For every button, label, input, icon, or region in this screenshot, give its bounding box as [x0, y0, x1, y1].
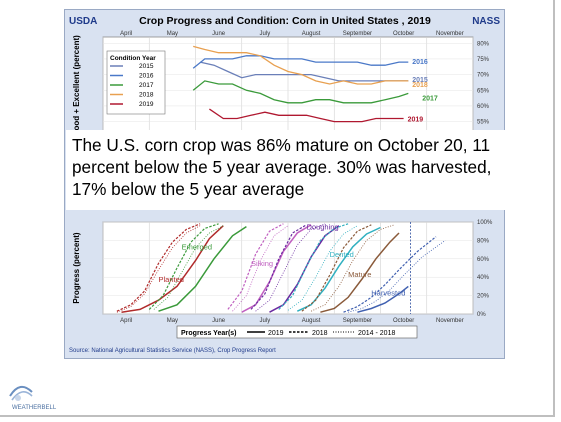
end-label-2017: 2017	[422, 95, 438, 102]
stage-label-planted: Planted	[159, 275, 184, 284]
month-label: April	[120, 318, 132, 324]
progress-2018-doughing	[250, 224, 307, 310]
legend-2018: 2018	[312, 330, 328, 337]
source-note: Source: National Agricultural Statistics…	[69, 348, 276, 354]
weatherbell-logo-icon: WEATHERBELL	[9, 385, 57, 411]
y-tick-label: 80%	[477, 41, 490, 47]
progress-avg-silking	[232, 225, 289, 312]
condition-line-2018	[193, 45, 409, 85]
condition-ylabel: Good + Excellent (percent)	[72, 35, 81, 137]
progress-2018-emerged	[148, 223, 219, 310]
progress-avg-dented	[287, 225, 358, 311]
condition-legend-title: Condition Year	[110, 55, 156, 62]
progress-2018-harvested	[343, 236, 437, 313]
stage-label-mature: Mature	[348, 270, 371, 279]
slide: USDA Crop Progress and Condition: Corn i…	[0, 0, 555, 417]
month-label: April	[120, 31, 132, 37]
month-label: October	[393, 318, 414, 324]
progress-2018-planted	[116, 223, 201, 312]
stage-label-silking: Silking	[251, 259, 273, 268]
logo-text: WEATHERBELL	[12, 405, 57, 411]
stage-label-emerged: Emerged	[182, 243, 212, 252]
condition-line-2019	[209, 108, 404, 123]
end-label-2016: 2016	[412, 59, 428, 66]
condition-line-2016	[192, 55, 409, 69]
progress-2019-emerged	[158, 225, 247, 312]
legend-label-2016: 2016	[139, 73, 154, 80]
progress-avg-planted	[116, 225, 201, 313]
month-label: July	[260, 318, 271, 324]
month-label: July	[260, 31, 271, 37]
month-label: September	[343, 31, 372, 37]
condition-chart: 80% 75% 70% 65% 60% 55% April May June July Augus…	[72, 31, 490, 137]
month-label: November	[436, 31, 464, 37]
y-tick-label: 75%	[477, 57, 490, 63]
progress-legend-title: Progress Year(s)	[181, 330, 237, 337]
month-label: September	[343, 318, 372, 324]
progress-avg-harvested	[347, 240, 446, 313]
y-tick-label: 100%	[477, 220, 493, 226]
end-label-2015: 2015	[412, 77, 428, 84]
progress-2019-harvested	[357, 285, 409, 313]
nass-label: NASS	[472, 16, 500, 27]
progress-ylabel: Progress (percent)	[72, 232, 81, 303]
y-tick-label: 55%	[477, 120, 490, 126]
legend-2019: 2019	[268, 330, 284, 337]
chart-title: Crop Progress and Condition: Corn in Uni…	[139, 15, 431, 27]
condition-line-2017	[192, 80, 409, 104]
progress-2019-mature	[320, 232, 400, 313]
progress-2019-doughing	[269, 225, 340, 313]
month-label: June	[212, 31, 226, 37]
end-label-2019: 2019	[408, 116, 424, 123]
month-label: June	[212, 318, 226, 324]
end-label-2018: 2018	[412, 82, 428, 89]
legend-label-2015: 2015	[139, 63, 154, 70]
y-tick-label: 20%	[477, 294, 490, 300]
weatherbell-logo: WEATHERBELL	[6, 378, 86, 414]
month-label: August	[302, 318, 321, 324]
progress-2019-dented	[296, 226, 381, 312]
condition-line-2015	[199, 61, 409, 82]
progress-avg-doughing	[255, 223, 326, 312]
stage-label-harvested: Harvested	[371, 289, 405, 298]
condition-legend: Condition Year 2015 2016 2017 2018 2019	[106, 50, 166, 115]
progress-chart: 100% 80% 60% 40% 20% 0% April May June July Augus…	[72, 220, 493, 339]
usda-label: USDA	[69, 16, 97, 27]
progress-2019-planted	[121, 225, 224, 313]
caption-text: The U.S. corn crop was 86% mature on Oct…	[66, 130, 506, 210]
progress-2018-mature	[301, 224, 372, 312]
crop-chart: USDA Crop Progress and Condition: Corn i…	[69, 15, 500, 354]
progress-avg-mature	[310, 224, 395, 312]
y-tick-label: 60%	[477, 257, 490, 263]
stage-label-doughing: Doughing	[307, 222, 339, 231]
y-tick-label: 70%	[477, 73, 490, 79]
legend-label-2019: 2019	[139, 101, 154, 108]
month-label: August	[302, 31, 321, 37]
progress-2018-dented	[278, 223, 349, 310]
y-tick-label: 65%	[477, 88, 490, 94]
month-label: May	[167, 318, 178, 324]
y-tick-label: 60%	[477, 104, 490, 110]
progress-2018-silking	[227, 223, 284, 310]
legend-label-2017: 2017	[139, 82, 154, 89]
legend-label-2018: 2018	[139, 92, 154, 99]
y-tick-label: 40%	[477, 275, 490, 281]
y-tick-label: 0%	[477, 312, 486, 318]
progress-legend: Progress Year(s) 2019 2018 2014 - 2018	[176, 325, 418, 339]
month-label: November	[436, 318, 464, 324]
y-tick-label: 80%	[477, 238, 490, 244]
stage-label-dented: Dented	[330, 250, 354, 259]
month-label: October	[393, 31, 414, 37]
month-label: May	[167, 31, 178, 37]
progress-avg-emerged	[153, 225, 224, 310]
legend-avg: 2014 - 2018	[358, 330, 395, 337]
